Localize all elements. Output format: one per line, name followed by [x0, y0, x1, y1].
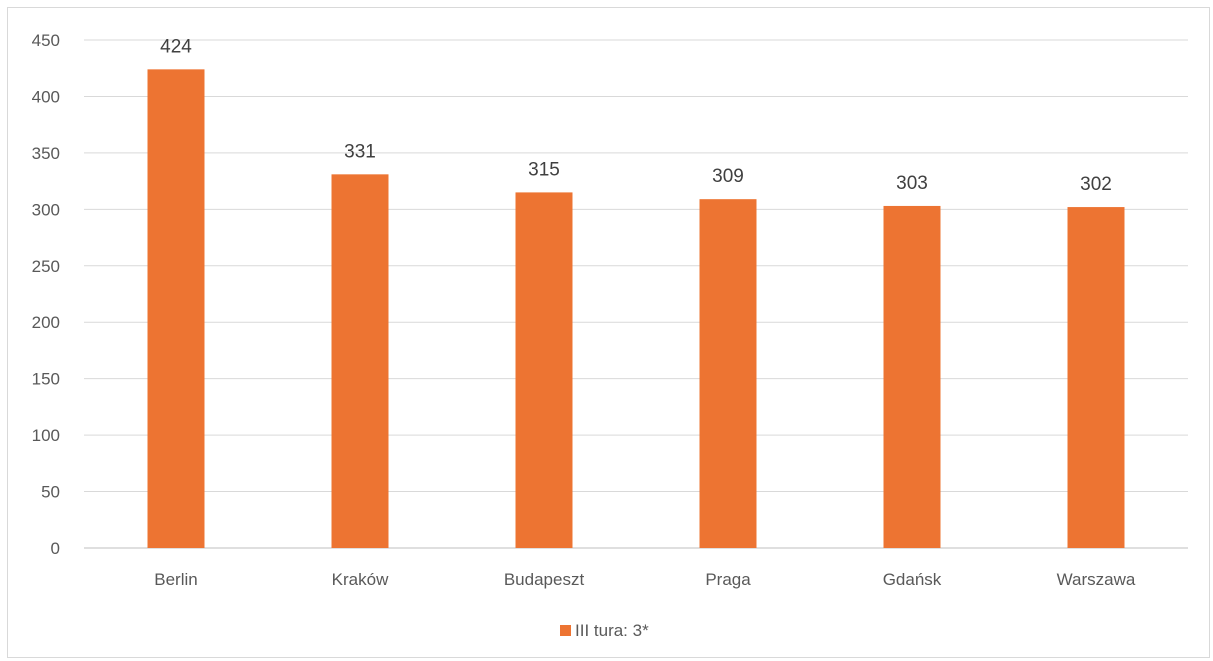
x-tick-label: Budapeszt	[504, 570, 585, 589]
y-tick-label: 0	[51, 539, 60, 558]
data-label: 315	[528, 159, 560, 180]
y-tick-label: 200	[32, 313, 60, 332]
y-tick-label: 450	[32, 31, 60, 50]
legend-swatch	[560, 625, 571, 636]
y-tick-label: 350	[32, 144, 60, 163]
x-tick-label: Warszawa	[1057, 570, 1136, 589]
x-tick-label: Kraków	[332, 570, 389, 589]
legend: III tura: 3*	[560, 621, 649, 640]
x-tick-label: Gdańsk	[883, 570, 942, 589]
data-label: 303	[896, 173, 928, 194]
data-label: 302	[1080, 174, 1112, 195]
bar	[331, 174, 389, 549]
bar	[515, 192, 573, 548]
x-tick-label: Praga	[705, 570, 751, 589]
y-axis-ticks: 0 50 100 150 200 250 300 350 400 450	[32, 31, 60, 558]
y-tick-label: 100	[32, 426, 60, 445]
bar	[883, 205, 941, 549]
y-tick-label: 300	[32, 200, 60, 219]
x-axis-ticks: Berlin Kraków Budapeszt Praga Gdańsk Warszawa	[154, 570, 1136, 589]
data-labels: 424 331 315 309 303 302	[160, 36, 1112, 195]
bar	[147, 69, 205, 549]
x-tick-label: Berlin	[154, 570, 197, 589]
data-label: 309	[712, 166, 744, 187]
data-label: 331	[344, 141, 376, 162]
data-label: 424	[160, 36, 192, 57]
y-tick-label: 50	[41, 483, 60, 502]
bar	[1067, 207, 1125, 548]
y-tick-label: 250	[32, 257, 60, 276]
bar	[699, 199, 757, 548]
legend-label: III tura: 3*	[575, 621, 649, 640]
y-tick-label: 150	[32, 370, 60, 389]
bars	[147, 69, 1125, 549]
chart-frame	[7, 7, 1210, 658]
gridlines	[84, 39, 1188, 549]
y-tick-label: 400	[32, 87, 60, 106]
